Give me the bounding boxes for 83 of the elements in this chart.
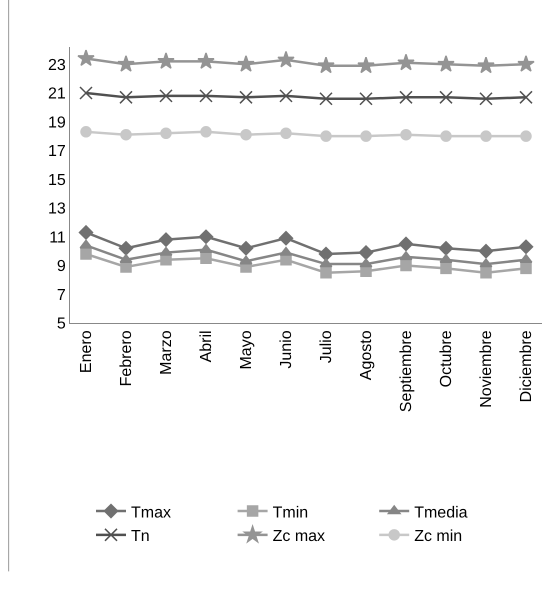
- point: [320, 130, 332, 142]
- point: [519, 90, 533, 104]
- point: [200, 252, 212, 264]
- point: [320, 266, 332, 278]
- point: [118, 241, 134, 256]
- x-tick-label: Diciembre: [518, 330, 536, 402]
- y-tick-label: 11: [49, 229, 66, 246]
- point: [440, 130, 452, 142]
- legend-label: Tmedia: [414, 504, 468, 522]
- point: [398, 236, 414, 252]
- point: [317, 56, 335, 74]
- point: [318, 246, 334, 262]
- point: [79, 86, 93, 100]
- point: [280, 128, 292, 139]
- point: [478, 244, 494, 258]
- x-tick-label: Noviembre: [478, 330, 496, 408]
- point: [277, 50, 295, 68]
- legend-label: Zc max: [272, 528, 326, 546]
- point: [480, 266, 492, 278]
- point: [360, 130, 372, 142]
- legend-label: Zc min: [414, 528, 462, 546]
- y-tick-label: 19: [48, 114, 66, 132]
- x-tick-label: Octubre: [438, 330, 456, 388]
- y-tick-label: 23: [48, 56, 66, 74]
- x-tick-label: Febrero: [118, 330, 136, 386]
- y-tick-label: 13: [48, 200, 66, 218]
- point: [520, 130, 532, 142]
- x-tick-label: Agosto: [358, 330, 376, 380]
- point: [199, 89, 213, 103]
- x-tick-label: Enero: [78, 330, 96, 374]
- point: [240, 128, 252, 140]
- point: [480, 130, 492, 142]
- point: [517, 55, 535, 72]
- x-tick-label: Septiembre: [398, 330, 416, 412]
- x-tick-label: Junio: [278, 330, 296, 369]
- point: [198, 230, 214, 244]
- point: [239, 90, 253, 104]
- point: [357, 56, 375, 74]
- point: [518, 240, 534, 254]
- x-tick-label: Marzo: [158, 330, 176, 375]
- point: [238, 241, 254, 256]
- y-tick-label: 15: [48, 172, 66, 189]
- x-tick-label: Mayo: [238, 330, 256, 370]
- y-tick-label: 9: [56, 258, 66, 276]
- point: [78, 225, 94, 240]
- point: [237, 55, 255, 72]
- point: [278, 230, 294, 246]
- y-tick-label: 21: [48, 86, 66, 103]
- y-tick-label: 7: [56, 286, 66, 304]
- point: [399, 90, 413, 104]
- point: [438, 241, 454, 256]
- point: [319, 92, 333, 106]
- point: [437, 55, 455, 72]
- legend-label: Tn: [131, 528, 150, 546]
- x-tick-label: Julio: [318, 330, 336, 364]
- point: [200, 126, 212, 138]
- x-tick-label: Abril: [198, 330, 216, 362]
- point: [400, 260, 412, 272]
- point: [400, 128, 412, 140]
- point: [119, 90, 133, 104]
- point: [279, 89, 293, 103]
- point: [479, 92, 493, 106]
- legend-label: Tmin: [272, 504, 308, 522]
- point: [440, 262, 452, 274]
- point: [80, 248, 92, 260]
- point: [197, 52, 215, 69]
- point: [117, 55, 135, 72]
- point: [477, 56, 495, 74]
- point: [157, 52, 175, 69]
- point: [120, 128, 132, 140]
- point: [359, 92, 373, 106]
- point: [80, 126, 92, 138]
- point: [520, 262, 532, 274]
- y-tick-label: 5: [56, 316, 66, 333]
- point: [397, 54, 415, 70]
- point: [159, 89, 173, 103]
- point: [160, 128, 172, 139]
- point: [77, 49, 95, 66]
- point: [158, 232, 174, 247]
- point: [439, 90, 453, 104]
- point: [358, 245, 374, 260]
- legend-label: Tmax: [131, 504, 171, 522]
- y-tick-label: 17: [48, 143, 66, 160]
